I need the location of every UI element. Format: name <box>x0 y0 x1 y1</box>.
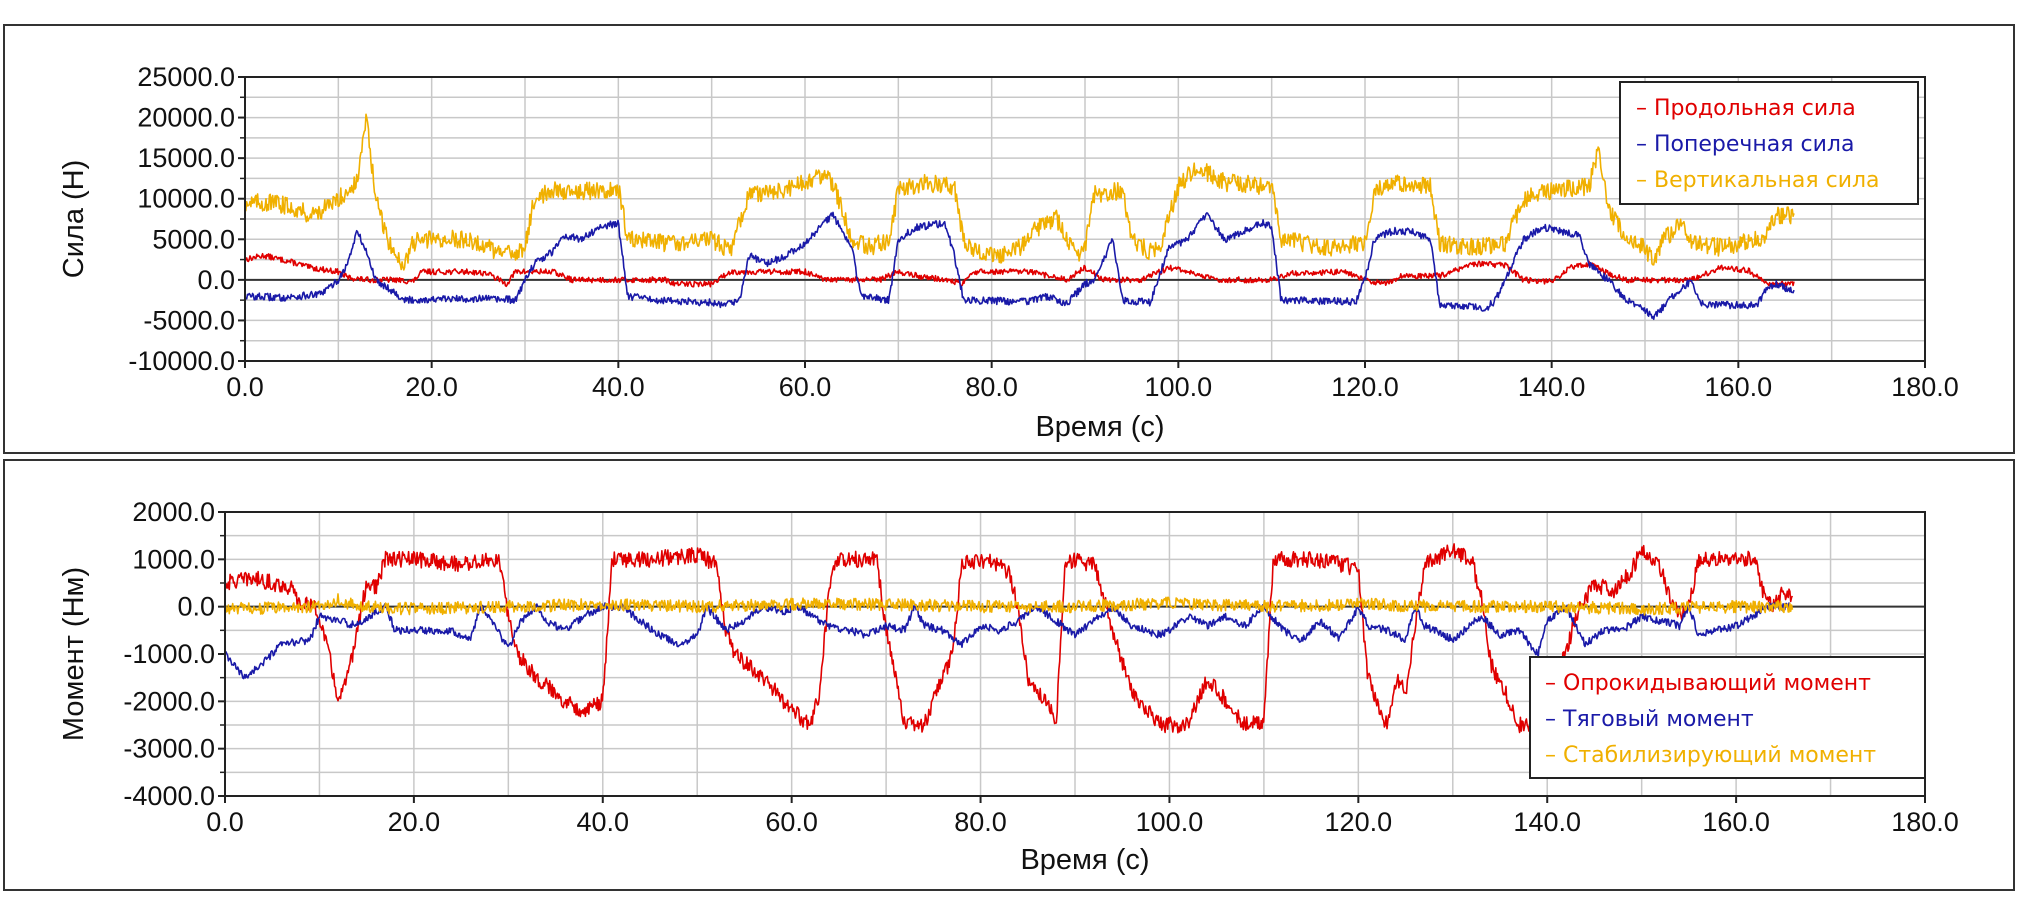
x-tick-label: 80.0 <box>954 807 1007 837</box>
y-tick-label: 10000.0 <box>137 184 235 214</box>
y-tick-label: 0.0 <box>197 265 235 295</box>
legend-label: Поперечная сила <box>1654 132 1854 157</box>
legend-item-stabilizing-moment: – Стабилизирующий момент <box>1545 743 1876 768</box>
moment-legend: – Опрокидывающий момент – Тяговый момент… <box>1529 656 1926 779</box>
moment-chart: Момент (Нм) Время (с) -4000.0 -3000.0 -200… <box>58 497 1959 876</box>
x-tick-label: 40.0 <box>576 807 629 837</box>
legend-item-longitudinal-force: – Продольная сила <box>1636 96 1856 121</box>
legend-dash: – <box>1545 743 1563 768</box>
moment-axes: -4000.0 -3000.0 -2000.0 -1000.0 0.0 1000.0 200… <box>123 497 1958 837</box>
y-tick-label: 1000.0 <box>132 544 215 574</box>
series-line-2 <box>244 211 1795 321</box>
force-chart: Сила (Н) Время (с) -10000.0 -5000.0 0.0 500… <box>58 62 1959 443</box>
x-tick-label: 20.0 <box>388 807 441 837</box>
x-tick-label: 160.0 <box>1702 807 1770 837</box>
moment-x-axis-title: Время (с) <box>1020 844 1149 876</box>
x-tick-label: 40.0 <box>592 372 645 402</box>
moment-legend-box <box>1529 656 1926 779</box>
y-tick-label: -1000.0 <box>123 639 215 669</box>
force-y-axis-title: Сила (Н) <box>58 160 90 279</box>
y-tick-label: -4000.0 <box>123 781 215 811</box>
x-tick-label: 160.0 <box>1705 372 1773 402</box>
legend-dash: – <box>1636 132 1654 157</box>
y-tick-label: 25000.0 <box>137 62 235 92</box>
y-tick-label: 5000.0 <box>152 224 235 254</box>
legend-item-overturning-moment: – Опрокидывающий момент <box>1545 671 1871 696</box>
x-tick-label: 140.0 <box>1518 372 1586 402</box>
legend-label: Тяговый момент <box>1562 707 1754 732</box>
x-tick-label: 60.0 <box>779 372 832 402</box>
legend-item-lateral-force: – Поперечная сила <box>1636 132 1854 157</box>
legend-label: Продольная сила <box>1654 96 1856 121</box>
x-tick-label: 100.0 <box>1136 807 1204 837</box>
x-tick-label: 180.0 <box>1891 372 1959 402</box>
series-line-2 <box>224 602 1794 680</box>
x-tick-label: 0.0 <box>206 807 244 837</box>
legend-label: Вертикальная сила <box>1654 168 1880 193</box>
x-tick-label: 20.0 <box>405 372 458 402</box>
series-line-3 <box>224 593 1794 616</box>
y-tick-label: 20000.0 <box>137 103 235 133</box>
force-axes: -10000.0 -5000.0 0.0 5000.0 10000.0 15000.0 20… <box>128 62 1958 402</box>
force-legend-box <box>1619 81 1919 205</box>
force-legend: – Продольная сила – Поперечная сила – Ве… <box>1619 81 1919 205</box>
force-x-axis-title: Время (с) <box>1035 411 1164 443</box>
series-line-3 <box>244 113 1795 271</box>
force-series <box>244 113 1795 321</box>
legend-dash: – <box>1636 96 1654 121</box>
x-tick-label: 180.0 <box>1891 807 1959 837</box>
legend-item-vertical-force: – Вертикальная сила <box>1636 168 1880 193</box>
legend-label: Стабилизирующий момент <box>1563 743 1876 768</box>
y-tick-label: -2000.0 <box>123 686 215 716</box>
x-tick-label: 80.0 <box>965 372 1018 402</box>
y-tick-label: -5000.0 <box>143 305 235 335</box>
series-line-1 <box>244 252 1795 288</box>
y-tick-label: 0.0 <box>177 592 215 622</box>
moment-y-axis-title: Момент (Нм) <box>58 567 90 741</box>
x-tick-label: 140.0 <box>1513 807 1581 837</box>
legend-dash: – <box>1545 707 1563 732</box>
y-tick-label: 15000.0 <box>137 143 235 173</box>
x-tick-label: 120.0 <box>1325 807 1393 837</box>
legend-dash: – <box>1545 671 1563 696</box>
legend-dash: – <box>1636 168 1654 193</box>
legend-label: Опрокидывающий момент <box>1563 671 1871 696</box>
x-tick-label: 0.0 <box>226 372 264 402</box>
y-tick-label: 2000.0 <box>132 497 215 527</box>
x-tick-label: 100.0 <box>1145 372 1213 402</box>
x-tick-label: 120.0 <box>1331 372 1399 402</box>
y-tick-label: -10000.0 <box>128 346 235 376</box>
x-tick-label: 60.0 <box>765 807 818 837</box>
legend-item-traction-moment: – Тяговый момент <box>1545 707 1754 732</box>
y-tick-label: -3000.0 <box>123 734 215 764</box>
